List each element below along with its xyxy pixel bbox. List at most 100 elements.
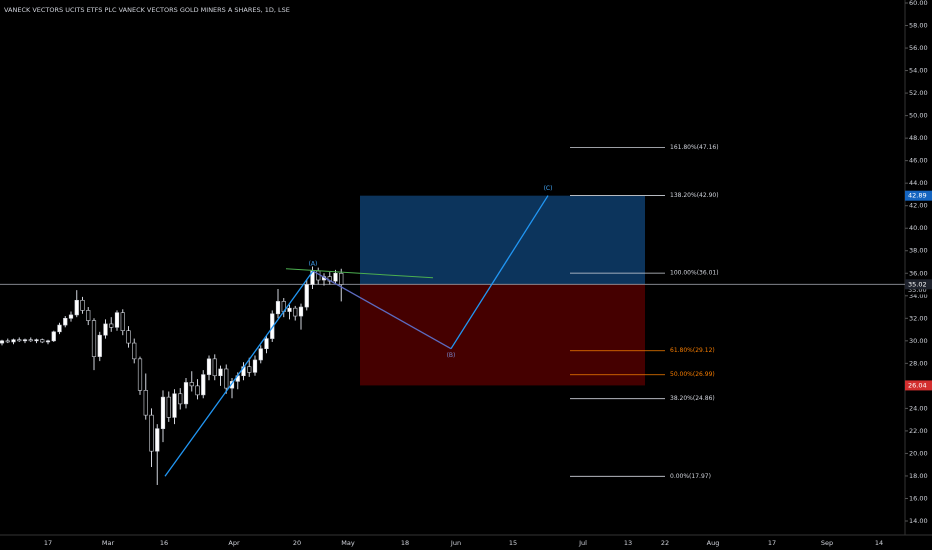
candle-body xyxy=(160,396,166,429)
x-tick-label: 15 xyxy=(509,539,517,547)
price-tag-label: 35.00 xyxy=(908,286,927,294)
candle-body xyxy=(229,381,235,389)
y-tick-label: 40.00 xyxy=(909,224,928,232)
candle-body xyxy=(178,393,183,405)
y-tick-label: 54.00 xyxy=(909,67,928,75)
x-tick-label: Sep xyxy=(821,539,833,547)
candle-body xyxy=(80,299,85,311)
y-tick-label: 46.00 xyxy=(909,157,928,165)
candle-body xyxy=(120,312,125,331)
x-tick-label: 13 xyxy=(624,539,632,547)
candle-body xyxy=(137,358,143,391)
candle-body xyxy=(206,358,212,375)
y-tick-label: 48.00 xyxy=(909,134,928,142)
price-tag xyxy=(905,380,932,391)
fib-label: 50.00%(26.99) xyxy=(670,371,715,378)
wave-label: (C) xyxy=(544,185,553,192)
candle-body xyxy=(183,382,189,405)
x-tick-label: Jul xyxy=(578,539,587,547)
fib-label: 38.20%(24.86) xyxy=(670,395,715,402)
x-tick-label: Apr xyxy=(228,539,240,547)
y-tick-label: 56.00 xyxy=(909,44,928,52)
price-tag xyxy=(905,285,932,295)
candle-body xyxy=(189,382,194,387)
x-tick-label: 14 xyxy=(875,539,883,547)
candle-body xyxy=(68,314,74,319)
y-tick-label: 50.00 xyxy=(909,112,928,120)
fib-label: 61.80%(29.12) xyxy=(670,347,715,354)
candle-body xyxy=(109,323,114,328)
target-zone xyxy=(360,195,645,285)
wave-line xyxy=(450,195,549,350)
candle-body xyxy=(224,368,229,389)
y-tick-label: 22.00 xyxy=(909,427,928,435)
y-tick-label: 36.00 xyxy=(909,269,928,277)
candle-body xyxy=(287,307,292,312)
wave-label: (A) xyxy=(309,261,318,268)
price-tag xyxy=(905,279,932,290)
y-tick-label: 18.00 xyxy=(909,472,928,480)
candle-body xyxy=(86,310,91,321)
y-tick-label: 32.00 xyxy=(909,314,928,322)
y-tick-label: 60.00 xyxy=(909,0,928,7)
candle-body xyxy=(74,299,79,316)
candle-body xyxy=(17,339,22,342)
wave-line xyxy=(164,270,314,477)
candle-body xyxy=(166,396,171,418)
candle-body xyxy=(114,312,120,328)
x-tick-label: Jun xyxy=(450,539,461,547)
candle-body xyxy=(155,428,160,452)
x-tick-label: Mar xyxy=(102,539,115,547)
candle-body xyxy=(40,339,45,343)
candle-body xyxy=(0,340,5,344)
fib-label: 100.00%(36.01) xyxy=(670,270,719,277)
candle-body xyxy=(304,284,309,308)
x-tick-label: 17 xyxy=(44,539,52,547)
fib-label: 0.00%(17.97) xyxy=(670,473,711,480)
candle-body xyxy=(28,339,33,342)
candle-body xyxy=(252,359,258,373)
candle-body xyxy=(22,339,28,342)
candle-body xyxy=(91,320,97,357)
candle-body xyxy=(34,339,39,342)
candle-body xyxy=(11,339,16,343)
y-tick-label: 28.00 xyxy=(909,359,928,367)
price-tag xyxy=(905,190,932,201)
candle-body xyxy=(212,358,217,377)
chart-title: VANECK VECTORS UCITS ETFS PLC VANECK VEC… xyxy=(4,6,290,14)
y-tick-label: 14.00 xyxy=(909,517,928,525)
candle-body xyxy=(172,393,177,418)
candle-body xyxy=(126,330,131,344)
price-tag-label: 35.02 xyxy=(908,280,927,288)
candle-body xyxy=(195,385,200,396)
candle-body xyxy=(293,307,298,317)
wave-label: (B) xyxy=(447,352,456,359)
candle-body xyxy=(97,334,102,357)
candle-body xyxy=(57,324,62,333)
x-tick-label: 17 xyxy=(768,539,776,547)
wave-line xyxy=(312,270,452,350)
candle-body xyxy=(270,313,275,339)
y-tick-label: 52.00 xyxy=(909,89,928,97)
candle-body xyxy=(258,348,263,361)
x-tick-label: May xyxy=(341,539,355,547)
y-tick-label: 42.00 xyxy=(909,202,928,210)
fib-label: 138.20%(42.90) xyxy=(670,192,719,199)
fib-label: 161.80%(47.16) xyxy=(670,144,719,151)
y-tick-label: 24.00 xyxy=(909,404,928,412)
candle-body xyxy=(45,340,51,343)
x-tick-label: 20 xyxy=(293,539,301,547)
y-tick-label: 58.00 xyxy=(909,22,928,30)
candle-body xyxy=(247,366,252,373)
y-tick-label: 16.00 xyxy=(909,494,928,502)
candle-body xyxy=(149,414,154,452)
candle-body xyxy=(201,374,206,396)
candle-body xyxy=(63,318,68,326)
candle-body xyxy=(143,390,148,416)
y-tick-label: 38.00 xyxy=(909,247,928,255)
candle-body xyxy=(5,340,10,343)
candle-body xyxy=(264,338,269,350)
y-tick-label: 34.00 xyxy=(909,292,928,300)
y-tick-label: 30.00 xyxy=(909,337,928,345)
candle-body xyxy=(132,342,137,360)
